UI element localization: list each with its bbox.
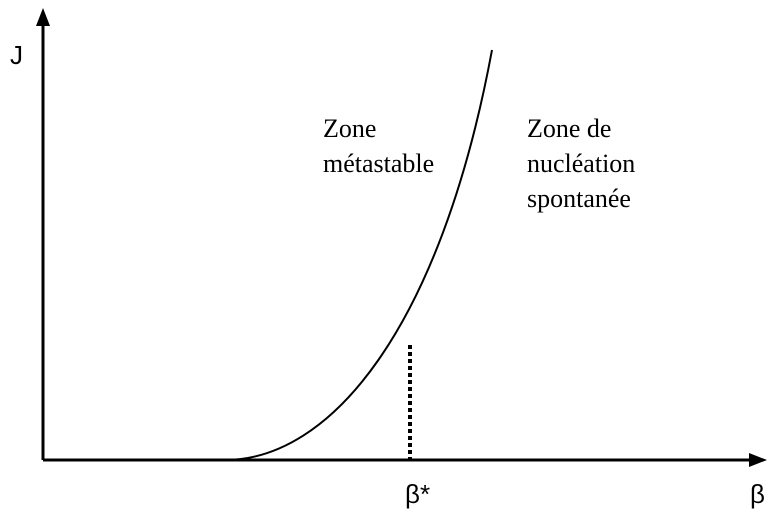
zone-label: Zone de — [527, 114, 611, 143]
y-axis-label: J — [10, 40, 23, 70]
zone-label: nucléation — [527, 149, 635, 178]
nucleation-curve — [224, 49, 493, 461]
zone-label: spontanée — [527, 184, 631, 213]
x-axis-label: β — [750, 479, 765, 509]
zone-label: Zone — [323, 114, 376, 143]
x-axis-arrow — [749, 453, 767, 467]
zone-label: métastable — [323, 149, 434, 178]
y-axis-arrow — [36, 8, 50, 26]
threshold-label: β* — [405, 479, 430, 509]
